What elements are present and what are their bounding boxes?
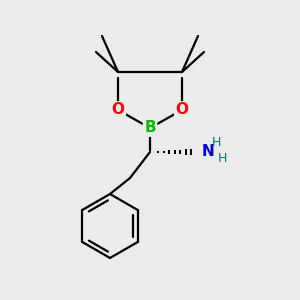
Text: B: B xyxy=(144,121,156,136)
Text: H: H xyxy=(211,136,221,148)
Text: O: O xyxy=(176,103,188,118)
Text: H: H xyxy=(217,152,227,166)
Text: O: O xyxy=(112,103,124,118)
Text: N: N xyxy=(202,145,214,160)
